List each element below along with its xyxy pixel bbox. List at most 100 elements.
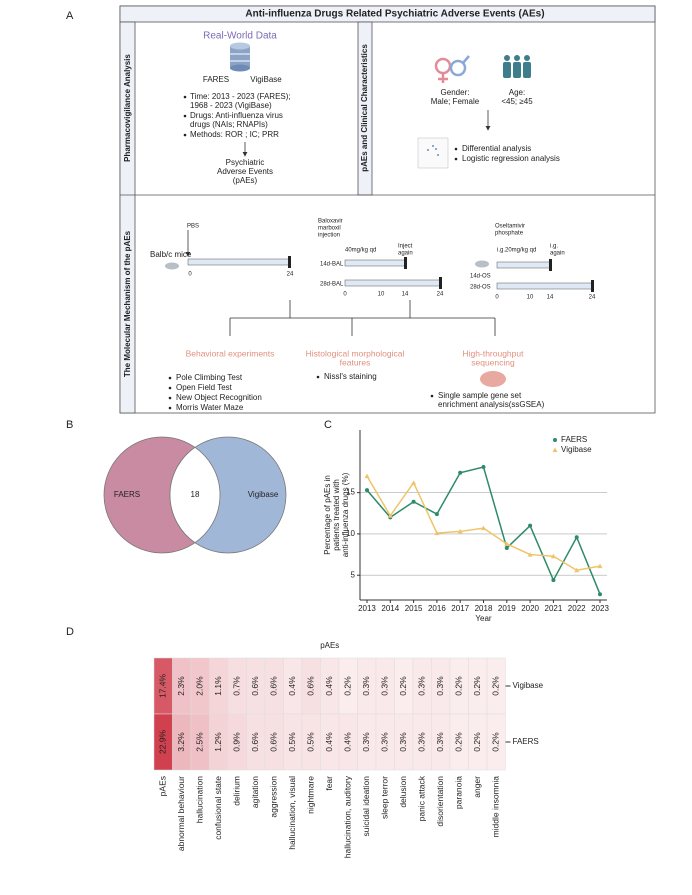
- cell-label: 0.3%: [417, 676, 427, 696]
- panel-label: B: [66, 419, 73, 431]
- column-label: hallucination, auditory: [343, 775, 353, 858]
- cell-label: 0.6%: [250, 676, 260, 696]
- label: Oseltamivir: [495, 224, 525, 230]
- tick: 10: [527, 295, 534, 301]
- point: [481, 525, 486, 531]
- cell-label: 0.2%: [454, 732, 464, 752]
- cell-label: 2.0%: [195, 676, 205, 696]
- y-axis-label: patients treated with: [332, 479, 341, 551]
- bullet: [168, 376, 172, 380]
- cell-label: 22.9%: [158, 730, 168, 755]
- cell-label: 0.6%: [269, 732, 279, 752]
- cell-label: 1.2%: [213, 732, 223, 752]
- cell-label: 0.2%: [398, 676, 408, 696]
- age: Age:: [509, 88, 525, 97]
- point: [387, 513, 393, 518]
- bullet-text: Methods: ROR ; IC; PRR: [190, 130, 279, 139]
- cell-label: 17.4%: [158, 674, 168, 699]
- timeline-end: [404, 257, 407, 269]
- bullet-text: Morris Water Maze: [176, 403, 244, 412]
- point: [597, 563, 603, 569]
- x-tick-label: 2014: [381, 604, 399, 613]
- tick: 0: [188, 272, 192, 278]
- label: 28d-OS: [470, 285, 491, 291]
- heatmap-title: pAEs: [320, 641, 339, 650]
- timeline-end: [439, 277, 442, 289]
- bullet: [183, 95, 187, 99]
- label: marboxil: [318, 226, 341, 232]
- point: [364, 473, 370, 479]
- point: [434, 512, 439, 517]
- cell-label: 0.6%: [306, 676, 316, 696]
- x-tick-label: 2023: [591, 604, 609, 613]
- point: [574, 567, 580, 573]
- x-tick-label: 2022: [568, 604, 586, 613]
- label: 14d-OS: [470, 274, 491, 280]
- intersection-label: 18: [191, 490, 200, 499]
- x-tick-label: 2015: [405, 604, 423, 613]
- connector: [229, 300, 496, 336]
- database: FARES: [203, 75, 229, 84]
- label: Inject: [398, 244, 413, 250]
- outcome: Adverse Events: [217, 167, 273, 176]
- tick: 24: [437, 292, 444, 298]
- title-bar: [119, 5, 656, 23]
- y-tick-label: 15: [346, 488, 355, 497]
- point: [551, 578, 556, 583]
- title: Anti-influenza Drugs Related Psychiatric…: [245, 9, 544, 20]
- label: i.g.20mg/kg qd: [497, 248, 536, 254]
- cell-label: 0.4%: [343, 732, 353, 752]
- bullet-text: 1968 - 2023 (VigiBase): [190, 101, 272, 110]
- column-label: hallucination, visual: [287, 776, 297, 850]
- x-tick-label: 2021: [545, 604, 563, 613]
- x-axis-label: Year: [475, 614, 492, 623]
- column-label: paranoia: [454, 776, 464, 809]
- cell-label: 0.7%: [232, 676, 242, 696]
- cell-label: 0.2%: [491, 676, 501, 696]
- timeline-end: [591, 280, 594, 292]
- column-label: abnormal behaviour: [176, 776, 186, 851]
- bullet-text: enrichment analysis(ssGSEA): [438, 400, 545, 409]
- cell-label: 0.3%: [417, 732, 427, 752]
- database-icon: [230, 42, 250, 72]
- column-label: fear: [324, 776, 334, 791]
- point: [504, 541, 510, 546]
- timeline: [496, 261, 551, 269]
- tick: 24: [287, 272, 294, 278]
- column-label: middle insomnia: [491, 776, 501, 838]
- tick: 14: [547, 295, 554, 301]
- x-tick-label: 2013: [358, 604, 376, 613]
- tick: 0: [343, 292, 347, 298]
- column-label: hallucination: [195, 776, 205, 824]
- point: [574, 535, 579, 540]
- column-label: pAEs: [158, 776, 168, 796]
- tick: 10: [378, 292, 385, 298]
- column-label: anger: [472, 776, 482, 798]
- point: [481, 465, 486, 469]
- cell-label: 0.3%: [361, 676, 371, 696]
- set-label: Vigibase: [248, 490, 279, 499]
- timeline: [187, 258, 291, 266]
- label: injection: [318, 233, 340, 239]
- y-tick-label: 5: [351, 570, 356, 579]
- x-tick-label: 2019: [498, 604, 516, 613]
- bullet: [316, 375, 320, 379]
- label: 14d-BAL: [320, 262, 344, 268]
- bullet: [168, 396, 172, 400]
- bullet: [454, 157, 458, 161]
- column-label: nightmare: [306, 776, 316, 814]
- x-tick-label: 2018: [475, 604, 493, 613]
- method-heading: sequencing: [471, 357, 515, 367]
- tick: 14: [402, 292, 409, 298]
- cell-label: 0.5%: [287, 732, 297, 752]
- database: VigiBase: [250, 75, 282, 84]
- mouse-icon: [475, 260, 489, 268]
- label: again: [398, 251, 413, 257]
- timeline: [344, 259, 406, 267]
- point: [550, 553, 556, 559]
- line: [366, 475, 601, 572]
- legend-marker: [553, 438, 557, 442]
- legend-marker: [552, 447, 558, 452]
- bullet: [183, 133, 187, 137]
- point: [434, 530, 440, 536]
